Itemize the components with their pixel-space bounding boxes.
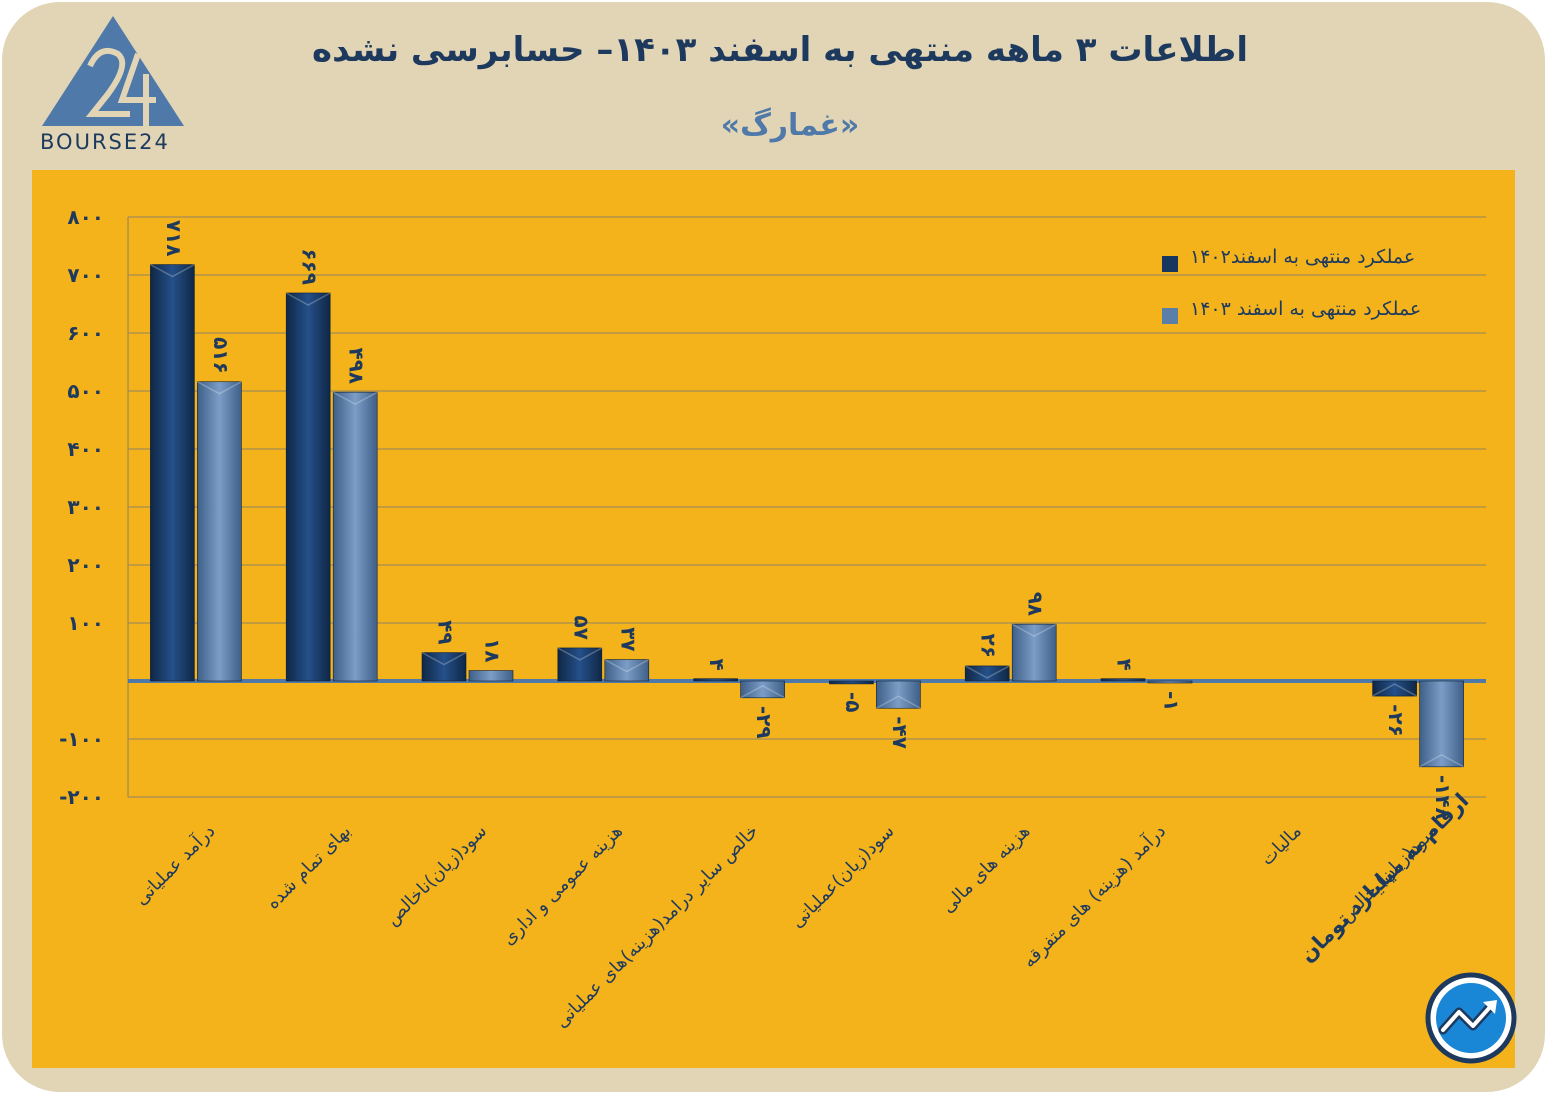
y-tick-label: ۷۰۰ [67,263,104,287]
bar-bevel [332,391,378,406]
legend-label-1402: عملکرد منتهی به اسفند۱۴۰۲ [1190,246,1416,268]
legend-swatch-1403 [1162,308,1178,324]
chart-subtitle: «غمارگ» [720,108,860,143]
bar-bevel [1419,753,1464,768]
logo-text: BOURSE24 [40,130,170,154]
category-label: درآمد عملیاتی [129,819,219,909]
bar-1403 [468,670,514,682]
y-tick-label: -۱۰۰ [59,727,104,751]
data-label: ۳۷ [616,627,640,651]
bar-bevel [964,665,1010,679]
category-label: سود(زیان)ناخالص [382,821,491,930]
bar-1402 [150,264,195,682]
bar-1402 [1372,680,1417,697]
legend-swatch-1402 [1162,256,1178,272]
bourse24-logo [42,16,184,126]
data-label: ۱۸ [481,638,505,662]
y-tick-label: ۸۰۰ [67,205,104,229]
legend-item-1402: عملکرد منتهی به اسفند۱۴۰۲ [1190,246,1415,268]
bar-1402 [693,678,738,682]
y-tick-label: ۲۰۰ [67,553,104,577]
bar-1403 [604,659,650,682]
data-label: ۹۸ [1024,592,1048,616]
data-label: -۴۷ [888,716,912,749]
bar-bevel [1372,683,1417,697]
bar-1403 [740,680,785,699]
bar-1402 [285,292,331,682]
data-label: ۲۶ [977,633,1001,657]
y-tick-label: ۴۰۰ [67,437,104,461]
data-label: -۲۶ [1384,704,1408,737]
category-label: سود(زیان)عملیاتی [787,821,899,933]
category-label: بهای تمام شده [262,821,355,914]
y-tick-label: ۶۰۰ [67,321,104,345]
category-label: درآمد (هزینه) های متفرقه [1017,819,1170,972]
bar-1403 [1419,680,1464,768]
y-tick-label: ۱۰۰ [67,611,104,635]
bar-bevel [876,695,921,709]
data-label: -۲۹ [752,706,776,739]
data-label: -۱ [1160,691,1184,712]
bar-bevel [604,658,650,673]
data-label: -۵ [841,692,865,713]
bar-1402 [421,652,467,682]
y-tick-label: ۳۰۰ [67,495,104,519]
bar-1402 [964,665,1010,682]
data-label: ۷۱۸ [162,220,186,257]
data-label: ۵۷ [569,616,593,640]
data-label: ۴ [705,658,729,670]
bar-1403 [197,381,242,682]
data-label: ۴۹۸ [345,348,369,385]
data-label: -۱۴۸ [1431,775,1455,820]
bar-bevel [557,647,603,661]
trend-icon [1425,972,1517,1064]
bar-1403 [876,680,921,709]
bar-bevel [740,684,785,699]
bar-1402 [557,647,603,682]
data-label: ۴ [1113,658,1137,670]
category-label: مالیات [1257,821,1306,870]
bar-bevel [285,292,331,306]
chart-panel [32,170,1515,1068]
legend-item-1403: عملکرد منتهی به اسفند ۱۴۰۳ [1190,298,1421,320]
bar-1403 [1147,680,1193,684]
data-label: ۵۱۶ [209,337,233,374]
bar-bevel [1011,623,1057,638]
category-label: هزینه های مالی [938,821,1035,918]
category-label: هزینه عمومی و اداری [498,821,627,950]
legend-label-1403: عملکرد منتهی به اسفند ۱۴۰۳ [1190,298,1422,320]
y-tick-label: -۲۰۰ [59,785,104,809]
y-tick-label: ۵۰۰ [67,379,104,403]
chart-title: اطلاعات ۳ ماهه منتهی به اسفند ۱۴۰۳– حساب… [312,30,1248,70]
bar-bevel [421,651,467,666]
data-label: ۴۹ [434,620,458,644]
bar-bevel [150,263,195,278]
data-label: ۶۶۹ [298,248,322,285]
bar-1403 [332,391,378,682]
bar-1402 [829,680,874,685]
bar-bevel [197,381,242,395]
bar-1403 [1011,623,1057,682]
bar-1402 [1100,678,1146,682]
